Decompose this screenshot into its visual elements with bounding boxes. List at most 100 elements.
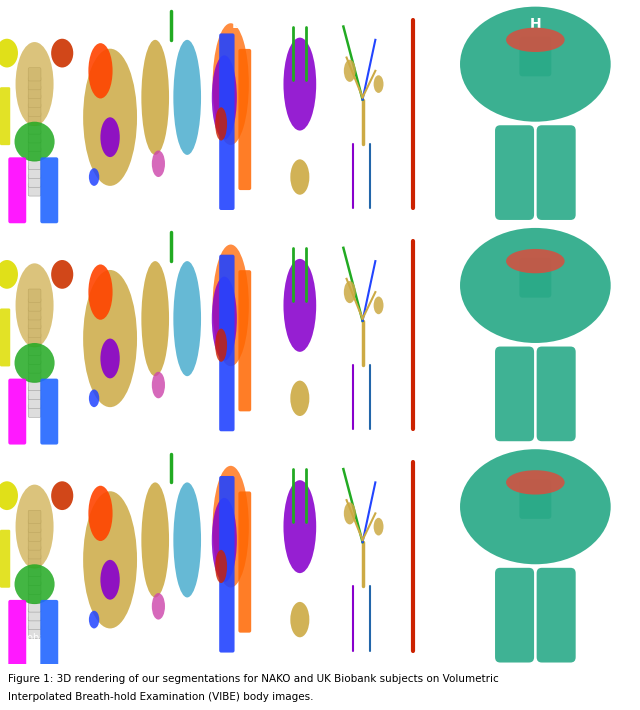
Ellipse shape <box>506 470 564 495</box>
Ellipse shape <box>344 281 356 303</box>
FancyBboxPatch shape <box>28 546 41 559</box>
Ellipse shape <box>141 261 169 376</box>
FancyBboxPatch shape <box>28 156 41 170</box>
Ellipse shape <box>291 602 309 638</box>
Ellipse shape <box>212 23 249 145</box>
FancyBboxPatch shape <box>40 378 58 444</box>
Text: G: G <box>408 16 419 31</box>
FancyBboxPatch shape <box>28 510 41 523</box>
FancyBboxPatch shape <box>8 378 26 444</box>
FancyBboxPatch shape <box>28 130 41 143</box>
Ellipse shape <box>15 42 54 126</box>
FancyBboxPatch shape <box>219 255 235 431</box>
Ellipse shape <box>215 329 227 362</box>
FancyBboxPatch shape <box>520 479 552 519</box>
FancyBboxPatch shape <box>28 112 41 125</box>
Ellipse shape <box>89 390 99 407</box>
Ellipse shape <box>100 560 120 600</box>
Ellipse shape <box>141 40 169 155</box>
FancyBboxPatch shape <box>28 148 41 160</box>
Ellipse shape <box>0 481 18 510</box>
Ellipse shape <box>173 482 201 597</box>
FancyBboxPatch shape <box>28 333 41 346</box>
Text: NAKO: NAKO <box>1 226 29 236</box>
Text: D: D <box>232 16 243 31</box>
FancyBboxPatch shape <box>239 491 252 633</box>
Ellipse shape <box>51 39 73 67</box>
FancyBboxPatch shape <box>28 378 41 391</box>
Ellipse shape <box>89 168 99 186</box>
FancyBboxPatch shape <box>28 342 41 356</box>
Ellipse shape <box>51 260 73 289</box>
FancyBboxPatch shape <box>28 386 41 400</box>
FancyBboxPatch shape <box>28 174 41 187</box>
Text: B: B <box>99 16 109 31</box>
Ellipse shape <box>506 28 564 52</box>
Ellipse shape <box>212 277 237 361</box>
FancyBboxPatch shape <box>28 121 41 134</box>
FancyBboxPatch shape <box>40 158 58 223</box>
FancyBboxPatch shape <box>0 87 10 145</box>
Ellipse shape <box>460 6 611 121</box>
FancyBboxPatch shape <box>495 125 534 220</box>
Ellipse shape <box>173 261 201 376</box>
Ellipse shape <box>460 228 611 343</box>
Ellipse shape <box>212 498 237 582</box>
Ellipse shape <box>100 339 120 378</box>
FancyBboxPatch shape <box>239 271 252 411</box>
Ellipse shape <box>15 263 54 347</box>
Ellipse shape <box>88 264 113 320</box>
FancyBboxPatch shape <box>40 600 58 666</box>
Ellipse shape <box>344 502 356 525</box>
Ellipse shape <box>291 381 309 416</box>
Ellipse shape <box>152 593 165 620</box>
Ellipse shape <box>374 297 383 315</box>
FancyBboxPatch shape <box>28 165 41 178</box>
FancyBboxPatch shape <box>28 351 41 364</box>
Ellipse shape <box>141 482 169 597</box>
FancyBboxPatch shape <box>28 590 41 604</box>
FancyBboxPatch shape <box>219 476 235 652</box>
FancyBboxPatch shape <box>495 568 534 662</box>
Ellipse shape <box>284 38 316 131</box>
FancyBboxPatch shape <box>28 289 41 302</box>
Ellipse shape <box>460 449 611 564</box>
Ellipse shape <box>88 486 113 541</box>
Ellipse shape <box>344 60 356 82</box>
Ellipse shape <box>212 55 237 139</box>
Ellipse shape <box>215 550 227 583</box>
Ellipse shape <box>15 564 54 604</box>
FancyBboxPatch shape <box>28 324 41 338</box>
FancyBboxPatch shape <box>28 103 41 116</box>
FancyBboxPatch shape <box>28 626 41 638</box>
Text: F: F <box>358 16 367 31</box>
Ellipse shape <box>173 40 201 155</box>
FancyBboxPatch shape <box>28 77 41 90</box>
FancyBboxPatch shape <box>520 258 552 297</box>
Text: C: C <box>166 16 177 31</box>
Ellipse shape <box>506 249 564 273</box>
FancyBboxPatch shape <box>8 600 26 666</box>
Ellipse shape <box>374 75 383 93</box>
FancyBboxPatch shape <box>28 298 41 311</box>
Ellipse shape <box>15 121 54 162</box>
FancyBboxPatch shape <box>28 307 41 320</box>
FancyBboxPatch shape <box>536 346 576 441</box>
Ellipse shape <box>15 343 54 383</box>
Ellipse shape <box>374 518 383 535</box>
Ellipse shape <box>152 151 165 177</box>
Ellipse shape <box>51 481 73 510</box>
Text: NAKO: NAKO <box>1 447 29 457</box>
Ellipse shape <box>100 117 120 157</box>
Text: E: E <box>295 16 305 31</box>
Ellipse shape <box>15 485 54 569</box>
FancyBboxPatch shape <box>28 519 41 532</box>
FancyBboxPatch shape <box>0 530 10 588</box>
FancyBboxPatch shape <box>28 564 41 577</box>
Ellipse shape <box>152 372 165 398</box>
FancyBboxPatch shape <box>219 33 235 210</box>
Ellipse shape <box>291 159 309 195</box>
FancyBboxPatch shape <box>28 67 41 81</box>
FancyBboxPatch shape <box>239 49 252 190</box>
FancyBboxPatch shape <box>28 395 41 408</box>
